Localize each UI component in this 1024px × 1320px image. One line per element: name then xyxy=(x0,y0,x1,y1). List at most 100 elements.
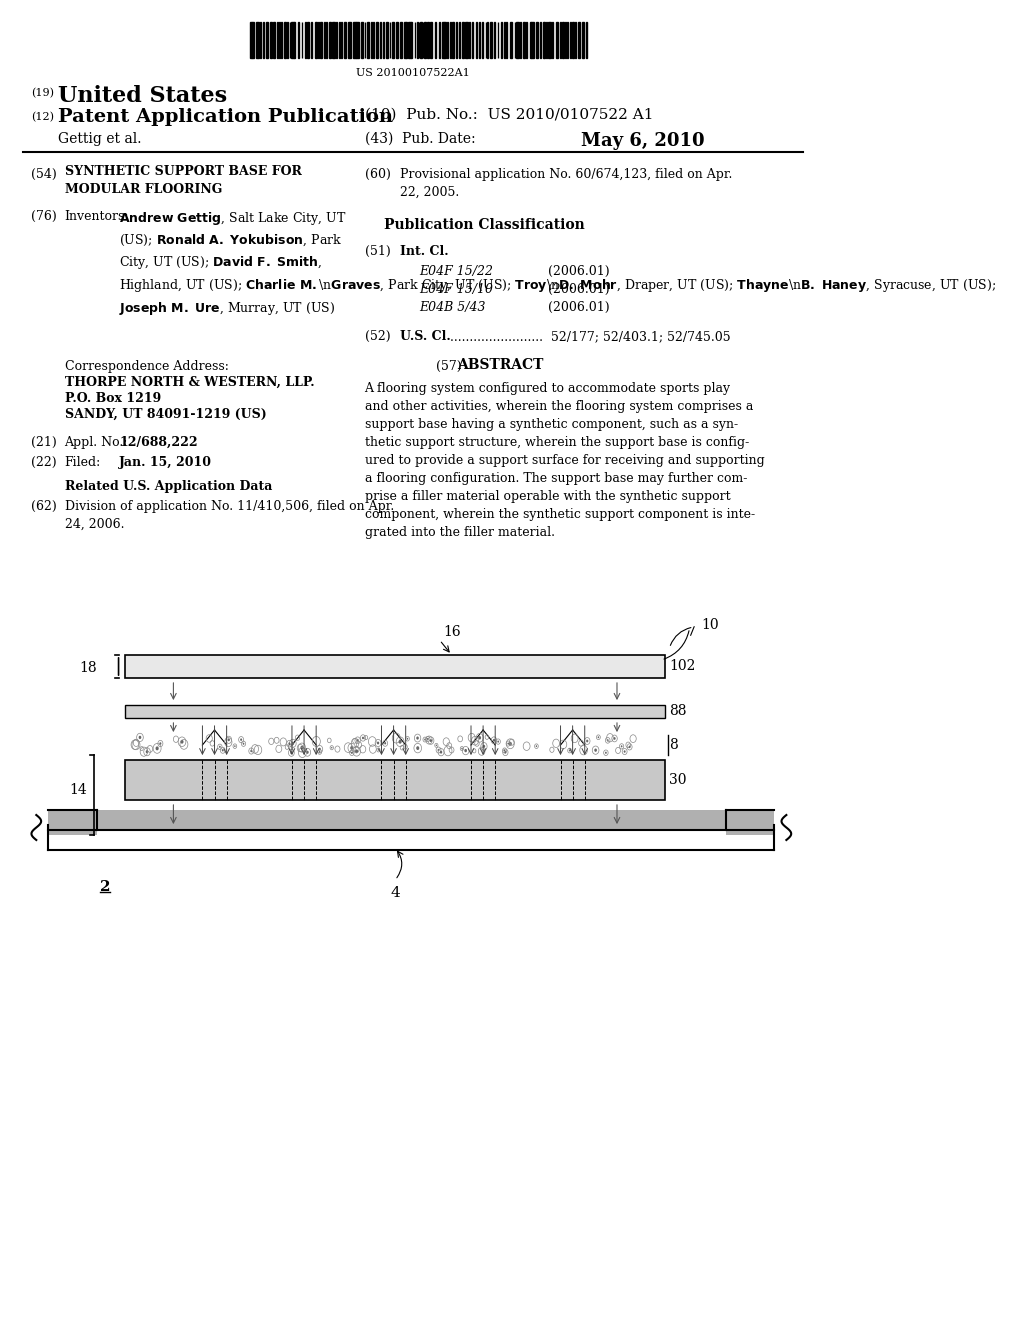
Bar xyxy=(452,22,454,58)
Bar xyxy=(317,22,319,58)
Bar xyxy=(469,22,470,58)
Circle shape xyxy=(227,738,230,742)
Circle shape xyxy=(378,750,379,751)
Bar xyxy=(404,22,406,58)
Circle shape xyxy=(416,746,419,750)
Text: 102: 102 xyxy=(670,659,695,673)
Text: ........................  52/177; 52/403.1; 52/745.05: ........................ 52/177; 52/403.… xyxy=(450,330,731,343)
Bar xyxy=(310,22,312,58)
Circle shape xyxy=(417,737,419,739)
Bar xyxy=(298,22,299,58)
Circle shape xyxy=(613,737,615,739)
Bar xyxy=(516,22,518,58)
Bar xyxy=(582,22,584,58)
Circle shape xyxy=(306,751,308,754)
Bar xyxy=(549,22,551,58)
Bar xyxy=(272,22,275,58)
Text: 30: 30 xyxy=(670,774,687,787)
Circle shape xyxy=(629,746,631,748)
Bar xyxy=(501,22,503,58)
Circle shape xyxy=(361,737,364,739)
Bar xyxy=(579,22,580,58)
Circle shape xyxy=(241,738,242,741)
Bar xyxy=(361,22,362,58)
Circle shape xyxy=(292,742,294,744)
Text: (19): (19) xyxy=(31,88,53,98)
Text: Patent Application Publication: Patent Application Publication xyxy=(58,108,393,125)
Text: Jan. 15, 2010: Jan. 15, 2010 xyxy=(120,455,212,469)
Circle shape xyxy=(478,737,481,739)
Bar xyxy=(367,22,370,58)
Bar xyxy=(531,22,534,58)
Polygon shape xyxy=(726,810,774,836)
Bar xyxy=(465,22,468,58)
Text: (62): (62) xyxy=(31,500,56,513)
Circle shape xyxy=(624,750,626,752)
Circle shape xyxy=(493,739,495,742)
Bar xyxy=(472,22,473,58)
Text: SANDY, UT 84091-1219 (US): SANDY, UT 84091-1219 (US) xyxy=(65,408,266,421)
Circle shape xyxy=(300,746,303,750)
Text: Inventors:: Inventors: xyxy=(65,210,129,223)
Bar xyxy=(253,22,254,58)
Text: ABSTRACT: ABSTRACT xyxy=(457,358,543,372)
Circle shape xyxy=(464,748,467,752)
Bar xyxy=(562,22,564,58)
Text: May 6, 2010: May 6, 2010 xyxy=(581,132,705,150)
Circle shape xyxy=(482,744,485,748)
Circle shape xyxy=(437,748,439,751)
Text: 8: 8 xyxy=(670,738,678,752)
Text: Appl. No.:: Appl. No.: xyxy=(65,436,128,449)
Circle shape xyxy=(222,748,223,751)
Text: 4: 4 xyxy=(390,886,400,900)
Text: (21): (21) xyxy=(31,436,56,449)
Text: 14: 14 xyxy=(70,783,87,797)
Circle shape xyxy=(598,737,599,738)
Circle shape xyxy=(318,751,321,752)
Circle shape xyxy=(504,751,507,754)
Bar xyxy=(344,22,346,58)
Bar xyxy=(270,22,271,58)
Circle shape xyxy=(404,746,407,747)
Circle shape xyxy=(586,739,589,742)
Text: (52): (52) xyxy=(365,330,390,343)
Bar xyxy=(266,22,267,58)
Bar xyxy=(321,22,322,58)
Text: P.O. Box 1219: P.O. Box 1219 xyxy=(65,392,161,405)
Text: SYNTHETIC SUPPORT BASE FOR
MODULAR FLOORING: SYNTHETIC SUPPORT BASE FOR MODULAR FLOOR… xyxy=(65,165,301,195)
Bar xyxy=(523,22,525,58)
Circle shape xyxy=(440,751,442,754)
Bar xyxy=(385,22,388,58)
Text: $\bf{Andrew\ Gettig}$, Salt Lake City, UT
(US); $\bf{Ronald\ A.\ Yokubison}$, Pa: $\bf{Andrew\ Gettig}$, Salt Lake City, U… xyxy=(120,210,996,317)
Bar xyxy=(490,22,492,58)
Bar xyxy=(396,22,397,58)
Text: (10)  Pub. No.:  US 2010/0107522 A1: (10) Pub. No.: US 2010/0107522 A1 xyxy=(365,108,653,121)
Circle shape xyxy=(509,742,512,746)
Bar xyxy=(353,22,355,58)
Circle shape xyxy=(289,742,291,744)
Circle shape xyxy=(461,747,463,750)
Bar xyxy=(400,22,402,58)
Circle shape xyxy=(430,739,432,742)
Bar xyxy=(326,22,328,58)
Bar xyxy=(125,655,666,678)
Text: Publication Classification: Publication Classification xyxy=(384,218,585,232)
Bar xyxy=(307,22,309,58)
Circle shape xyxy=(498,741,499,743)
Text: E04F 15/10: E04F 15/10 xyxy=(420,282,494,296)
Circle shape xyxy=(234,746,236,747)
Polygon shape xyxy=(48,810,97,836)
Bar xyxy=(392,22,394,58)
Bar xyxy=(250,22,252,58)
Bar xyxy=(506,22,507,58)
Text: E04B 5/43: E04B 5/43 xyxy=(420,301,486,314)
Polygon shape xyxy=(97,810,726,830)
Bar xyxy=(376,22,378,58)
Circle shape xyxy=(407,738,409,739)
Text: 2: 2 xyxy=(99,880,111,894)
Bar xyxy=(332,22,335,58)
Text: Int. Cl.: Int. Cl. xyxy=(400,246,449,257)
Text: United States: United States xyxy=(58,84,227,107)
Text: A flooring system configured to accommodate sports play
and other activities, wh: A flooring system configured to accommod… xyxy=(365,381,764,539)
Bar xyxy=(442,22,443,58)
